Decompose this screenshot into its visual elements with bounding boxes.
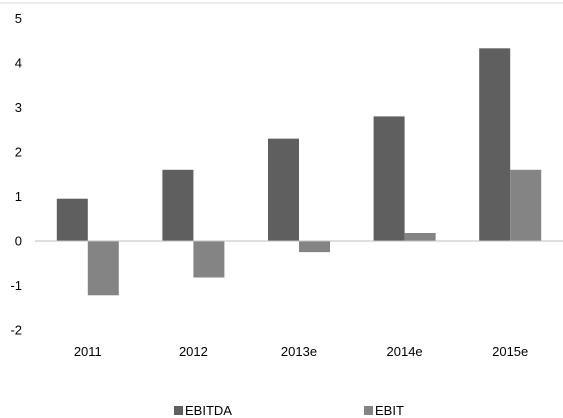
x-axis-labels: 2011 2012 2013e 2014e 2015e (74, 344, 528, 359)
bar-ebit-2014e (404, 232, 436, 241)
y-tick-label: 0 (15, 234, 22, 249)
bar-ebitda-2014e (373, 116, 405, 241)
bars-group (56, 48, 542, 296)
bar-ebitda-2013e (268, 138, 299, 241)
y-tick-label: -1 (10, 278, 22, 293)
legend-swatch-ebitda (174, 406, 183, 415)
legend-label-ebit: EBIT (375, 403, 404, 418)
bar-ebitda-2011 (56, 198, 88, 241)
legend: EBITDA EBIT (174, 403, 404, 418)
y-tick-label: 5 (15, 11, 22, 26)
y-tick-label: 1 (15, 189, 22, 204)
x-tick-label: 2012 (179, 344, 208, 359)
bar-ebitda-2015e (479, 48, 511, 241)
legend-swatch-ebit (364, 406, 373, 415)
bar-ebit-2012 (193, 241, 225, 278)
bar-ebit-2013e (299, 241, 330, 253)
bar-ebit-2015e (510, 169, 542, 241)
bar-ebit-2011 (87, 241, 119, 296)
y-tick-label: 2 (15, 145, 22, 160)
x-tick-label: 2015e (492, 344, 528, 359)
x-tick-label: 2011 (74, 344, 102, 359)
y-tick-label: -2 (10, 323, 22, 338)
x-tick-label: 2013e (281, 344, 317, 359)
y-tick-label: 3 (15, 100, 22, 115)
bar-ebitda-2012 (162, 169, 194, 241)
x-tick-label: 2014e (387, 344, 423, 359)
y-tick-label: 4 (15, 56, 22, 71)
y-axis-ticks: 5 4 3 2 1 0 -1 -2 (10, 11, 22, 338)
legend-label-ebitda: EBITDA (185, 403, 232, 418)
